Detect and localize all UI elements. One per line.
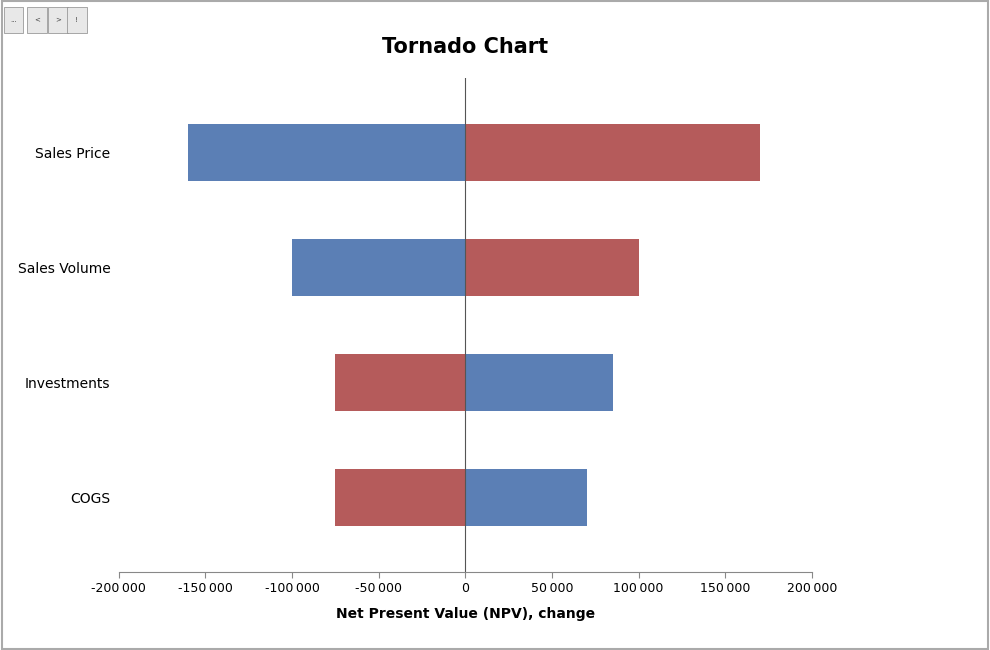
Text: >: > — [55, 16, 61, 23]
Text: ...: ... — [10, 16, 17, 23]
Text: <: < — [34, 16, 40, 23]
Bar — [465, 124, 760, 181]
Bar — [188, 124, 465, 181]
Bar — [4, 6, 24, 32]
Bar — [27, 6, 47, 32]
Bar — [465, 354, 613, 411]
Bar — [465, 469, 586, 526]
Bar — [465, 239, 639, 296]
Bar — [67, 6, 87, 32]
Bar — [49, 6, 68, 32]
Text: !: ! — [75, 16, 78, 23]
Bar — [292, 239, 465, 296]
Bar — [336, 469, 465, 526]
X-axis label: Net Present Value (NPV), change: Net Present Value (NPV), change — [336, 606, 595, 621]
Bar — [336, 354, 465, 411]
Title: Tornado Chart: Tornado Chart — [382, 37, 548, 57]
